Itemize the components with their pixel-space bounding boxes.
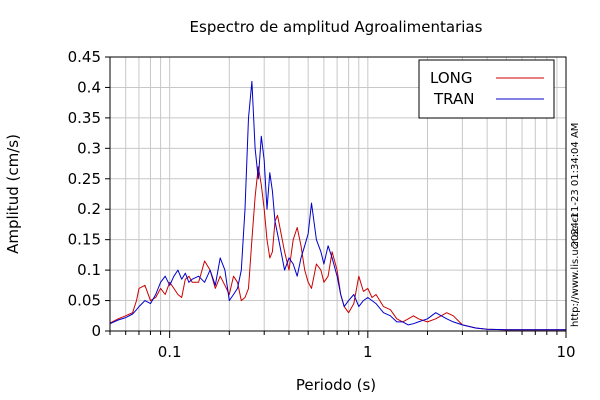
y-tick-label: 0.1	[77, 261, 101, 279]
x-tick-label: 1	[363, 343, 373, 361]
legend-box	[418, 59, 555, 119]
x-axis-label: Periodo (s)	[296, 376, 376, 394]
x-tick-label: 10	[556, 343, 575, 361]
y-tick-label: 0	[91, 322, 101, 340]
timestamp-label: 2024-11-23 01:34:04 AM	[570, 123, 581, 248]
y-tick-label: 0.2	[77, 200, 101, 218]
y-tick-label: 0.45	[68, 48, 101, 66]
series-line-tran	[109, 80, 566, 331]
legend-label-tran: TRAN	[433, 90, 474, 108]
y-tick-label: 0.35	[68, 109, 101, 127]
plot-frame	[109, 56, 567, 332]
y-axis-label: Amplitud (cm/s)	[4, 134, 22, 254]
chart-title: Espectro de amplitud Agroalimentarias	[190, 18, 483, 36]
y-tick-label: 0.4	[77, 78, 101, 96]
y-tick-label: 0.05	[68, 292, 101, 310]
legend-label-long: LONG	[430, 69, 472, 87]
series-layer	[109, 80, 566, 331]
source-url-label: http://www.lis.ucr.ac.cr	[570, 212, 581, 327]
x-tick-label: 0.1	[158, 343, 182, 361]
y-tick-label: 0.15	[68, 231, 101, 249]
legend: LONG TRAN	[418, 59, 555, 119]
y-tick-label: 0.3	[77, 139, 101, 157]
y-tick-label: 0.25	[68, 170, 101, 188]
tick-layer: 0 0.05 0.1 0.15 0.2 0.25 0.3 0.35 0.4 0.45 0.1 1 10	[68, 48, 576, 361]
series-line-long	[109, 166, 566, 331]
